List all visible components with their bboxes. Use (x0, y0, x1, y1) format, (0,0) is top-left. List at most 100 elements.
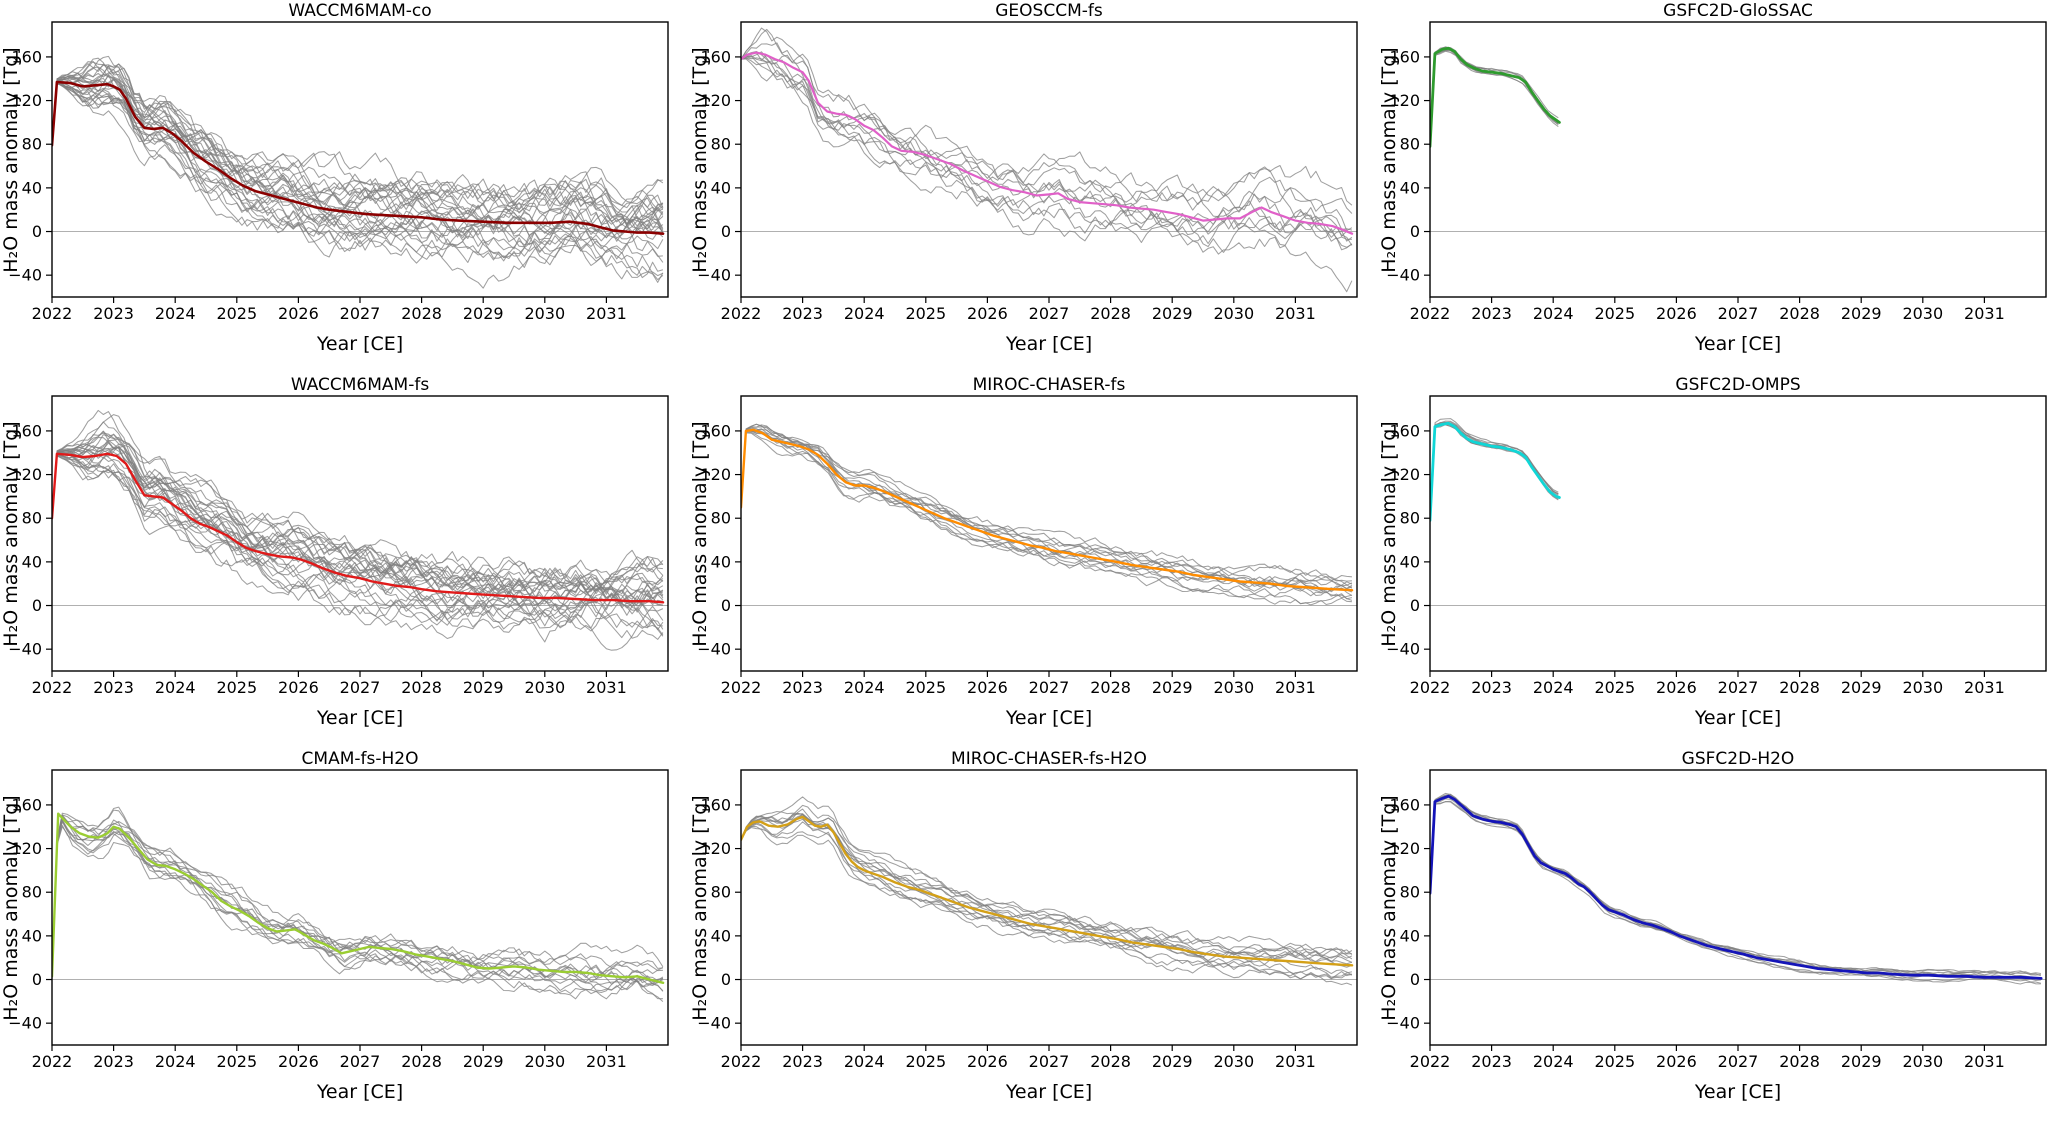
svg-text:160: 160 (700, 421, 731, 440)
svg-text:0: 0 (1410, 222, 1420, 241)
svg-text:40: 40 (1400, 926, 1420, 945)
svg-text:40: 40 (711, 178, 731, 197)
svg-text:40: 40 (22, 926, 42, 945)
y-axis-label: H₂O mass anomaly [Tg] (0, 421, 22, 646)
plot-area: 2022 2023 2024 2025 2026 2027 2028 2029 2030 2031… (1386, 769, 2047, 1071)
svg-text:2026: 2026 (278, 1052, 319, 1071)
svg-text:2029: 2029 (463, 304, 504, 323)
svg-text:2024: 2024 (1533, 1052, 1574, 1071)
x-axis-label: Year [CE] (1694, 333, 1781, 355)
panel-title: WACCM6MAM-co (288, 1, 431, 21)
svg-text:2030: 2030 (1213, 304, 1254, 323)
y-axis-label: H₂O mass anomaly [Tg] (689, 421, 711, 646)
svg-text:2026: 2026 (967, 304, 1008, 323)
y-axis-label: H₂O mass anomaly [Tg] (0, 47, 22, 272)
svg-text:2029: 2029 (1841, 1052, 1882, 1071)
svg-text:0: 0 (721, 222, 731, 241)
plot-geosccm-fs: GEOSCCM-fs H₂O mass anomaly [Tg] Year [C… (689, 1, 1358, 355)
svg-text:2026: 2026 (1656, 304, 1697, 323)
plot-waccm6mam-co: WACCM6MAM-co H₂O mass anomaly [Tg] Year … (0, 1, 669, 355)
x-axis-label: Year [CE] (316, 707, 403, 729)
svg-text:2025: 2025 (1594, 678, 1635, 697)
svg-text:160: 160 (11, 795, 42, 814)
svg-text:2030: 2030 (524, 304, 565, 323)
plot-gsfc2d-omps: GSFC2D-OMPS H₂O mass anomaly [Tg] Year [… (1378, 375, 2047, 729)
svg-text:2022: 2022 (1410, 678, 1451, 697)
svg-text:2022: 2022 (1410, 304, 1451, 323)
svg-text:2022: 2022 (721, 678, 762, 697)
svg-text:2028: 2028 (1090, 1052, 1131, 1071)
svg-text:160: 160 (1389, 795, 1420, 814)
svg-text:2027: 2027 (1029, 678, 1070, 697)
svg-text:2031: 2031 (586, 1052, 627, 1071)
svg-text:−40: −40 (8, 266, 42, 285)
panel-title: GSFC2D-H2O (1682, 749, 1795, 769)
svg-text:2029: 2029 (1841, 678, 1882, 697)
svg-text:−40: −40 (8, 640, 42, 659)
svg-text:2030: 2030 (524, 678, 565, 697)
svg-text:2027: 2027 (1718, 1052, 1759, 1071)
svg-text:120: 120 (700, 91, 731, 110)
svg-text:160: 160 (1389, 421, 1420, 440)
svg-text:−40: −40 (8, 1014, 42, 1033)
svg-text:2023: 2023 (93, 678, 134, 697)
svg-text:120: 120 (1389, 91, 1420, 110)
svg-text:2022: 2022 (721, 1052, 762, 1071)
svg-text:2024: 2024 (844, 304, 885, 323)
svg-text:2026: 2026 (278, 304, 319, 323)
panel-title: GEOSCCM-fs (995, 1, 1103, 21)
svg-text:40: 40 (711, 926, 731, 945)
svg-text:2026: 2026 (278, 678, 319, 697)
svg-text:2031: 2031 (1275, 304, 1316, 323)
svg-text:2024: 2024 (844, 678, 885, 697)
svg-text:2031: 2031 (586, 304, 627, 323)
svg-text:0: 0 (32, 222, 42, 241)
panel-miroc-chaser-fs-h2o: MIROC-CHASER-fs-H2O H₂O mass anomaly [Tg… (689, 748, 1378, 1122)
plot-area: 2022 2023 2024 2025 2026 2027 2028 2029 2030 2031… (697, 769, 1358, 1071)
svg-text:2031: 2031 (1275, 1052, 1316, 1071)
panel-geosccm-fs: GEOSCCM-fs H₂O mass anomaly [Tg] Year [C… (689, 0, 1378, 374)
plot-area: 2022 2023 2024 2025 2026 2027 2028 2029 2030 2031… (8, 769, 669, 1071)
plot-area: 2022 2023 2024 2025 2026 2027 2028 2029 2030 2031… (8, 395, 669, 697)
svg-text:80: 80 (711, 509, 731, 528)
panel-miroc-chaser-fs: MIROC-CHASER-fs H₂O mass anomaly [Tg] Ye… (689, 374, 1378, 748)
svg-text:2030: 2030 (1213, 678, 1254, 697)
svg-text:0: 0 (32, 596, 42, 615)
svg-text:2028: 2028 (401, 304, 442, 323)
svg-text:2027: 2027 (1718, 304, 1759, 323)
svg-text:2024: 2024 (155, 1052, 196, 1071)
svg-text:−40: −40 (1386, 1014, 1420, 1033)
svg-text:2024: 2024 (1533, 678, 1574, 697)
panel-gsfc2d-h2o: GSFC2D-H2O H₂O mass anomaly [Tg] Year [C… (1378, 748, 2067, 1122)
panel-waccm6mam-co: WACCM6MAM-co H₂O mass anomaly [Tg] Year … (0, 0, 689, 374)
svg-text:−40: −40 (697, 640, 731, 659)
svg-text:2023: 2023 (1471, 1052, 1512, 1071)
svg-text:120: 120 (11, 91, 42, 110)
svg-text:2027: 2027 (340, 304, 381, 323)
svg-text:2026: 2026 (967, 678, 1008, 697)
svg-text:2029: 2029 (1152, 1052, 1193, 1071)
panel-waccm6mam-fs: WACCM6MAM-fs H₂O mass anomaly [Tg] Year … (0, 374, 689, 748)
svg-text:2028: 2028 (401, 1052, 442, 1071)
svg-text:80: 80 (22, 883, 42, 902)
svg-text:−40: −40 (697, 266, 731, 285)
x-axis-label: Year [CE] (316, 333, 403, 355)
y-axis-label: H₂O mass anomaly [Tg] (1378, 47, 1400, 272)
svg-text:2030: 2030 (1902, 678, 1943, 697)
svg-text:120: 120 (1389, 465, 1420, 484)
panel-title: CMAM-fs-H2O (302, 749, 419, 769)
svg-text:2030: 2030 (1902, 304, 1943, 323)
svg-text:2031: 2031 (1964, 678, 2005, 697)
svg-text:2026: 2026 (967, 1052, 1008, 1071)
svg-text:2022: 2022 (32, 1052, 73, 1071)
svg-text:2026: 2026 (1656, 1052, 1697, 1071)
x-axis-label: Year [CE] (1005, 333, 1092, 355)
svg-text:2031: 2031 (586, 678, 627, 697)
plot-area: 2022 2023 2024 2025 2026 2027 2028 2029 2030 2031… (8, 21, 669, 323)
plot-area: 2022 2023 2024 2025 2026 2027 2028 2029 2030 2031… (1386, 21, 2047, 323)
svg-text:40: 40 (711, 552, 731, 571)
plot-area: 2022 2023 2024 2025 2026 2027 2028 2029 2030 2031… (697, 395, 1358, 697)
panel-title: GSFC2D-GloSSAC (1663, 1, 1813, 21)
svg-text:2027: 2027 (340, 678, 381, 697)
svg-text:160: 160 (700, 795, 731, 814)
